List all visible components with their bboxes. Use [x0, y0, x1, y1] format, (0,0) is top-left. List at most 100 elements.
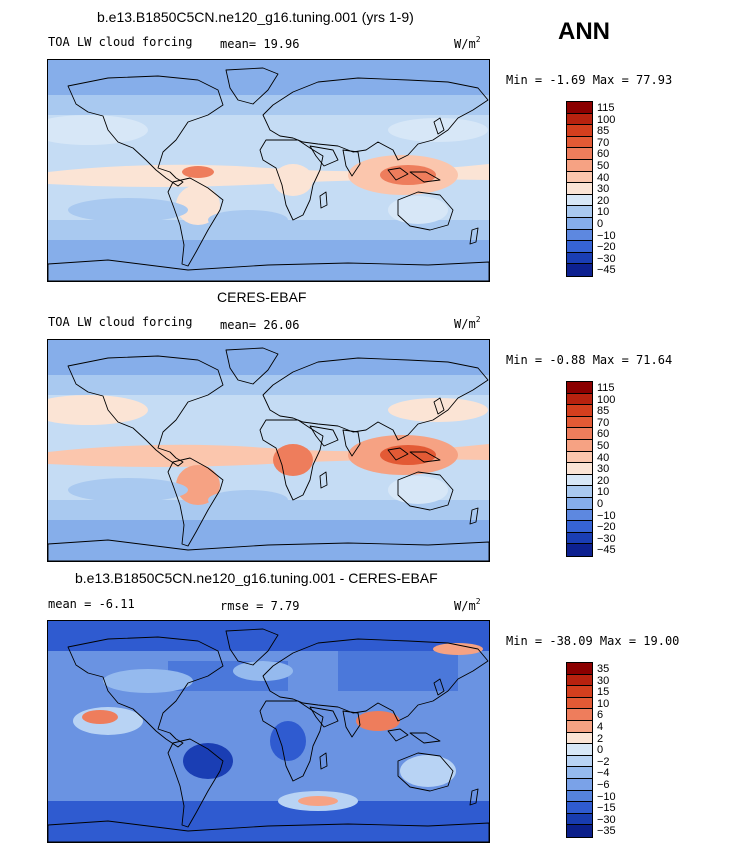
colorbar-swatch	[567, 241, 592, 253]
colorbar-swatch	[567, 451, 592, 464]
colorbar-swatch	[567, 474, 592, 487]
colorbar-tick-label: 10	[597, 486, 610, 499]
colorbar-tick-label: −35	[597, 825, 616, 838]
colorbar-tick-label: 15	[597, 686, 610, 699]
season-label: ANN	[558, 18, 610, 45]
colorbar-swatch	[567, 532, 592, 545]
colorbar-tick-label: 60	[597, 428, 610, 441]
colorbar-swatch	[567, 217, 592, 230]
colorbar-tick-label: −10	[597, 509, 616, 522]
colorbar-tick-label: 30	[597, 183, 610, 196]
panel-title: CERES-EBAF	[217, 289, 307, 305]
colorbar-swatch	[567, 697, 592, 710]
colorbar-tick-label: 10	[597, 697, 610, 710]
colorbar-swatch	[567, 802, 592, 814]
colorbar-swatch	[567, 732, 592, 745]
colorbar-tick-label: −15	[597, 802, 616, 815]
colorbar-swatch	[567, 521, 592, 533]
colorbar-tick-label: 115	[597, 102, 615, 114]
colorbar-swatch	[567, 382, 592, 394]
rmse-label: rmse = 7.79	[220, 599, 300, 613]
mean-label: mean= 26.06	[220, 318, 300, 332]
colorbar-tick-label: 70	[597, 416, 610, 429]
colorbar-tick-label: −45	[597, 544, 616, 557]
map-diff	[47, 620, 490, 843]
colorbar-swatch	[567, 744, 592, 756]
colorbar-tick-label: 0	[597, 744, 604, 757]
colorbar-tick-label: 10	[597, 206, 610, 219]
colorbar-swatch	[567, 709, 592, 721]
colorbar-tick-label: 60	[597, 148, 610, 161]
colorbar-swatch	[567, 264, 592, 276]
colorbar-swatch	[567, 497, 592, 510]
colorbar-swatch	[567, 463, 592, 475]
colorbar-swatch	[567, 229, 592, 242]
colorbar-swatch	[567, 102, 592, 114]
colorbar-swatch	[567, 159, 592, 172]
panel-title: b.e13.B1850C5CN.ne120_g16.tuning.001 - C…	[75, 570, 438, 586]
colorbar	[566, 101, 593, 277]
colorbar-tick-label: −6	[597, 779, 610, 791]
colorbar-tick-label: 0	[597, 218, 604, 230]
colorbar-swatch	[567, 486, 592, 498]
colorbar-swatch	[567, 686, 592, 698]
colorbar-swatch	[567, 544, 592, 556]
colorbar-tick-label: 40	[597, 451, 610, 464]
map-model	[47, 59, 490, 282]
colorbar-swatch	[567, 439, 592, 452]
colorbar-swatch	[567, 663, 592, 675]
variable-label: TOA LW cloud forcing	[48, 315, 193, 329]
panel-title: b.e13.B1850C5CN.ne120_g16.tuning.001 (yr…	[97, 9, 414, 25]
colorbar-swatch	[567, 194, 592, 207]
colorbar	[566, 662, 593, 838]
colorbar-tick-label: 35	[597, 663, 610, 675]
colorbar-tick-label: 85	[597, 405, 610, 418]
unit-label: W/m2	[454, 315, 481, 331]
colorbar-tick-label: 100	[597, 113, 616, 126]
unit-label: W/m2	[454, 597, 481, 613]
colorbar-swatch	[567, 755, 592, 768]
colorbar-swatch	[567, 125, 592, 137]
colorbar-tick-label: 6	[597, 709, 604, 722]
colorbar-tick-label: 30	[597, 674, 610, 687]
colorbar-swatch	[567, 674, 592, 687]
colorbar-tick-label: −10	[597, 790, 616, 803]
colorbar-tick-label: −30	[597, 813, 616, 826]
variable-label: TOA LW cloud forcing	[48, 35, 193, 49]
colorbar-swatch	[567, 790, 592, 803]
colorbar-tick-label: −20	[597, 521, 616, 534]
colorbar-tick-label: 70	[597, 136, 610, 149]
colorbar-swatch	[567, 778, 592, 791]
colorbar-tick-label: 20	[597, 194, 610, 207]
colorbar-swatch	[567, 813, 592, 826]
unit-label: W/m2	[454, 35, 481, 51]
mean-label: mean= 19.96	[220, 37, 300, 51]
colorbar-swatch	[567, 767, 592, 779]
colorbar-tick-label: 40	[597, 171, 610, 184]
colorbar-swatch	[567, 405, 592, 417]
colorbar-tick-label: 0	[597, 498, 604, 510]
minmax-label: Min = -1.69 Max = 77.93	[506, 73, 673, 87]
map-obs	[47, 339, 490, 562]
colorbar-swatch	[567, 113, 592, 126]
colorbar-swatch	[567, 252, 592, 265]
colorbar-tick-label: 100	[597, 393, 616, 406]
colorbar-tick-label: 50	[597, 160, 610, 172]
colorbar-tick-label: 50	[597, 440, 610, 452]
colorbar-tick-label: 85	[597, 125, 610, 138]
colorbar-tick-label: 30	[597, 463, 610, 476]
colorbar-tick-label: −45	[597, 264, 616, 277]
colorbar-tick-label: 115	[597, 382, 615, 394]
colorbar-tick-label: −30	[597, 252, 616, 265]
colorbar-swatch	[567, 825, 592, 837]
colorbar-swatch	[567, 428, 592, 440]
colorbar-tick-label: 20	[597, 474, 610, 487]
colorbar-tick-label: −30	[597, 532, 616, 545]
mean-label: mean = -6.11	[48, 597, 135, 611]
colorbar-tick-label: 2	[597, 732, 604, 745]
colorbar-swatch	[567, 148, 592, 160]
minmax-label: Min = -38.09 Max = 19.00	[506, 634, 680, 648]
minmax-label: Min = -0.88 Max = 71.64	[506, 353, 673, 367]
colorbar-swatch	[567, 416, 592, 429]
colorbar-tick-label: −20	[597, 241, 616, 254]
